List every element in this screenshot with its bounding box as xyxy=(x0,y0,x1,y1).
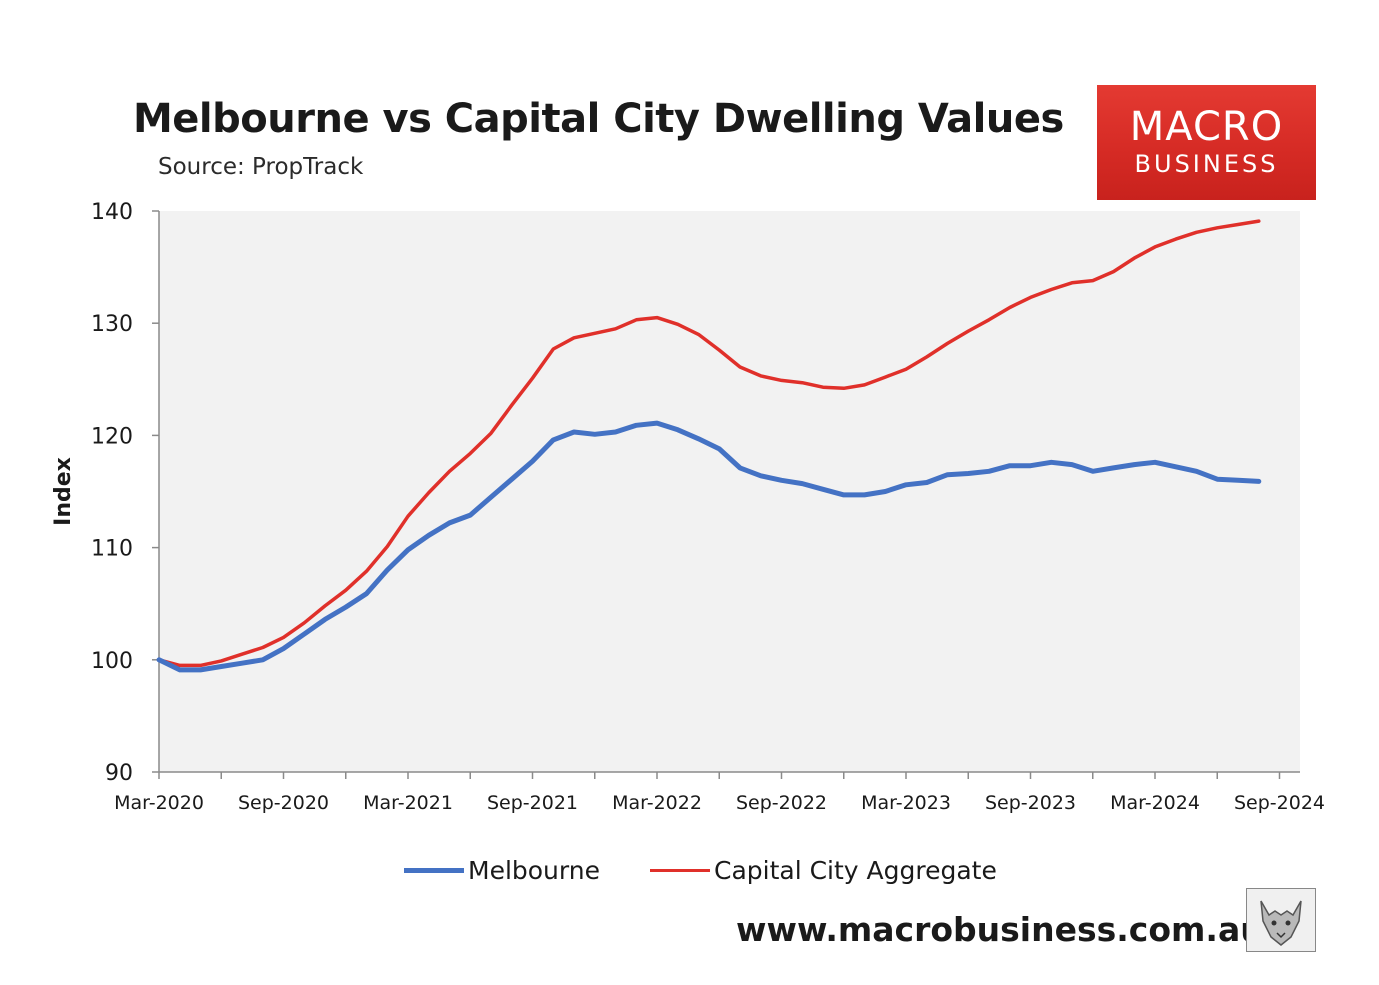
x-tick-label: Sep-2023 xyxy=(985,792,1076,814)
y-tick-label: 90 xyxy=(105,761,133,786)
logo-text-business: BUSINESS xyxy=(1134,150,1279,178)
series-line-melbourne xyxy=(156,420,1262,673)
chart-legend: Melbourne Capital City Aggregate xyxy=(404,852,1047,888)
chart-axes: 90 100 110 120 130 140 Mar-2020 Sep-2020 Mar-202… xyxy=(91,200,1325,814)
y-axis-label: Index xyxy=(51,457,76,526)
y-tick-label: 130 xyxy=(91,312,133,337)
legend-swatch-melbourne xyxy=(404,867,464,873)
x-tick-label: Mar-2024 xyxy=(1110,792,1200,814)
x-tick-label: Sep-2024 xyxy=(1234,792,1325,814)
x-tick-label: Sep-2020 xyxy=(238,792,329,814)
legend-swatch-capital xyxy=(649,868,710,872)
series-line-capital-city-aggregate xyxy=(157,219,1261,668)
fox-mascot-icon xyxy=(1246,888,1316,952)
legend-label-capital: Capital City Aggregate xyxy=(713,855,997,885)
x-tick-label: Mar-2022 xyxy=(612,792,702,814)
y-tick-label: 140 xyxy=(91,200,133,225)
series-lines xyxy=(156,219,1262,673)
x-tick-label: Mar-2021 xyxy=(363,792,453,814)
legend-item-capital: Capital City Aggregate xyxy=(649,855,997,885)
macrobusiness-logo: MACRO BUSINESS xyxy=(1097,85,1316,200)
chart-title: Melbourne vs Capital City Dwelling Value… xyxy=(133,96,1064,142)
legend-item-melbourne: Melbourne xyxy=(404,856,600,885)
legend-label-melbourne: Melbourne xyxy=(468,855,600,885)
website-url: www.macrobusiness.com.au xyxy=(736,910,1264,949)
chart-subtitle: Source: PropTrack xyxy=(158,154,364,180)
x-tick-label: Mar-2023 xyxy=(861,792,951,814)
y-tick-label: 110 xyxy=(91,537,133,562)
x-tick-label: Sep-2021 xyxy=(487,792,578,814)
logo-text-macro: MACRO xyxy=(1129,104,1284,150)
plot-area xyxy=(159,211,1300,772)
y-tick-label: 120 xyxy=(91,424,133,449)
x-tick-label: Sep-2022 xyxy=(736,792,827,814)
y-tick-label: 100 xyxy=(91,649,133,674)
x-tick-label: Mar-2020 xyxy=(114,792,204,814)
